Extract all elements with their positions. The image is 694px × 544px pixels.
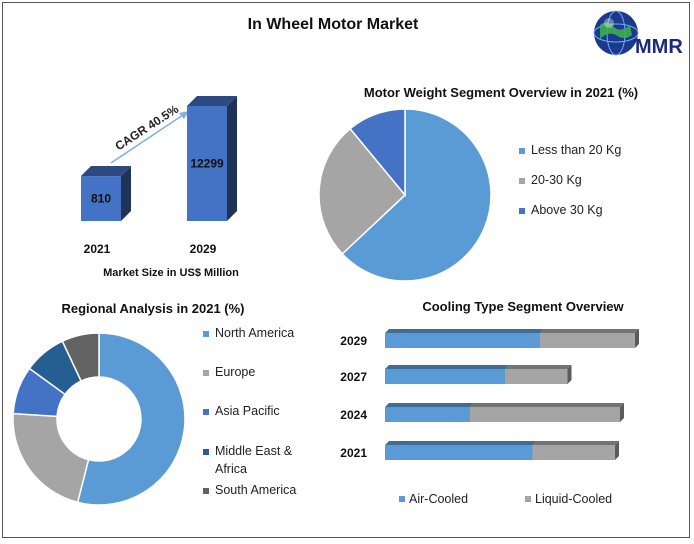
slice-above-30-kg [349,108,406,198]
bar-top-2021 [532,441,619,445]
legend-swatch [519,178,525,184]
cagr-arrowhead [179,111,189,119]
slice-20-30-kg [318,127,407,255]
legend-swatch [203,370,209,376]
bar-segment-air-cooled-2027 [385,369,505,384]
bar-top-2024 [385,403,474,407]
bar-top-2021 [385,441,537,445]
legend-label: Africa [215,462,247,476]
bar-segment-air-cooled-2029 [385,333,540,348]
bar-top-2021 [81,166,131,177]
legend-label: Above 30 Kg [531,203,603,217]
bar-category-label: 2029 [190,242,217,256]
category-label: 2024 [340,408,367,422]
legend-label: South America [215,483,296,497]
bar-value-label: 12299 [190,157,224,171]
logo-text: MMR [635,36,683,58]
legend-swatch [519,148,525,154]
category-label: 2029 [340,334,367,348]
legend-label: North America [215,326,294,340]
bar-side-2029 [227,96,237,221]
bar-segment-air-cooled-2024 [385,407,470,422]
page-title: In Wheel Motor Market [248,16,419,33]
motor-weight-title: Motor Weight Segment Overview in 2021 (%… [364,85,638,100]
category-label: 2021 [340,446,367,460]
cagr-annotation: CAGR 40.5% [113,102,182,154]
category-label: 2027 [340,370,367,384]
infographic-frame: In Wheel Motor Market MMR CAGR 40.5% 810… [2,2,690,538]
legend-label: Liquid-Cooled [535,492,612,506]
bar-top-2029 [385,329,544,333]
motor-weight-chart: Motor Weight Segment Overview in 2021 (%… [318,85,638,282]
slice-north-america [76,332,186,506]
bar-top-2027 [385,365,509,369]
bar-segment-liquid-cooled-2029 [540,333,635,348]
bar-top-2027 [505,365,572,369]
legend-label: Europe [215,365,255,379]
bar-side-2024 [620,403,624,422]
bar-2021 [81,176,121,221]
legend-swatch [203,449,209,455]
bar-top-2029 [187,96,237,106]
bar-top-2029 [540,329,639,333]
market-size-chart: CAGR 40.5% 810 2021 12299 2029 Market Size … [81,96,239,279]
bar-segment-liquid-cooled-2021 [532,445,615,460]
regional-chart: Regional Analysis in 2021 (%) North Amer… [12,301,296,506]
slice-europe [12,412,90,504]
infographic-canvas: In Wheel Motor Market MMR CAGR 40.5% 810… [12,10,683,506]
bar-side-2027 [567,365,572,384]
slice-south-america [61,332,100,382]
bar-segment-air-cooled-2021 [385,445,533,460]
market-size-x-label: Market Size in US$ Million [103,267,239,279]
cagr-arrow [110,114,184,164]
bar-2029 [187,106,227,221]
cooling-type-chart: Cooling Type Segment Overview 2029 2027 20… [340,299,639,506]
bar-category-label: 2021 [84,242,111,256]
legend-label: Air-Cooled [409,492,468,506]
legend-swatch [203,331,209,337]
bar-top-2024 [470,403,624,407]
bar-side-2029 [635,329,639,348]
bar-segment-liquid-cooled-2024 [470,407,620,422]
cooling-type-title: Cooling Type Segment Overview [422,299,624,314]
mmr-logo: MMR [593,10,683,58]
bar-side-2021 [121,166,131,221]
legend-label: Less than 20 Kg [531,143,621,157]
bar-side-2021 [615,441,619,460]
legend-label: Middle East & [215,444,293,458]
globe-icon [593,10,639,56]
bar-value-label: 810 [91,192,111,206]
legend-label: 20-30 Kg [531,173,582,187]
legend-label: Asia Pacific [215,404,280,418]
regional-title: Regional Analysis in 2021 (%) [61,301,244,316]
legend-swatch [519,208,525,214]
legend-swatch [399,496,405,502]
legend-swatch [203,409,209,415]
slice-less-than-20-kg [341,108,492,282]
bar-segment-liquid-cooled-2027 [505,369,568,384]
legend-swatch [525,496,531,502]
legend-swatch [203,488,209,494]
